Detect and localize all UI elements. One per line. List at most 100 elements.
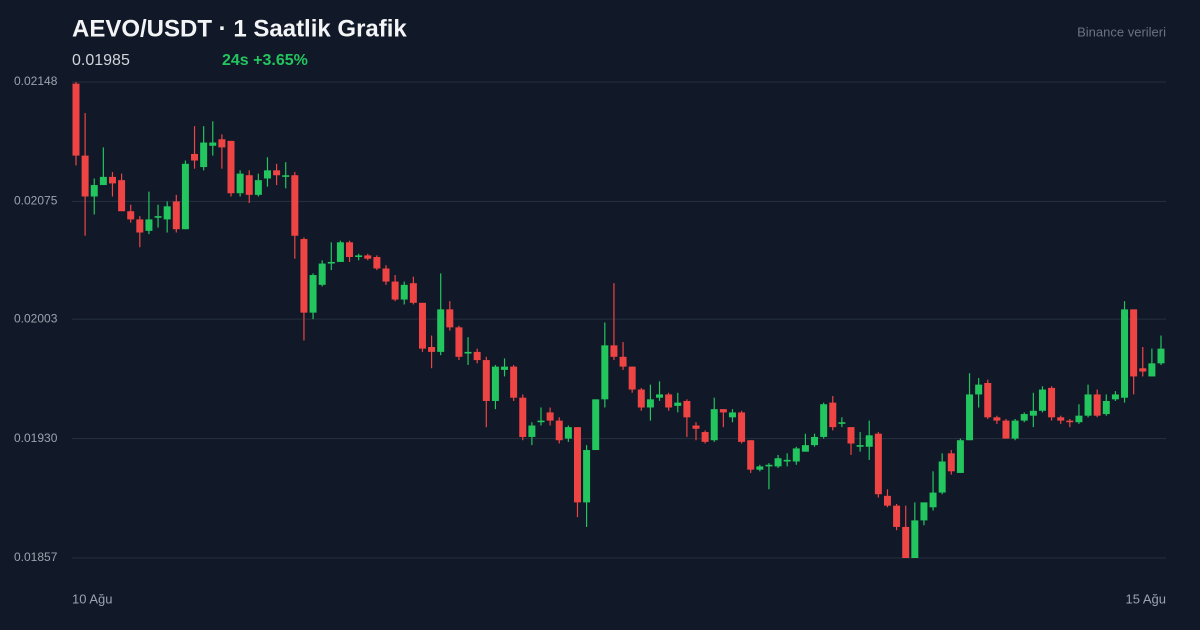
candle-body [801, 445, 809, 452]
candle-body [984, 382, 992, 418]
candle-body [975, 384, 983, 395]
price: 0.01985 [72, 52, 130, 69]
candle-body [1048, 387, 1056, 418]
candle-body [874, 433, 882, 495]
candle-body [482, 360, 490, 401]
candle-body [993, 417, 1001, 421]
candle-body [428, 346, 436, 352]
candle-body [1111, 394, 1119, 400]
candle-body [510, 366, 518, 398]
candle-body [1121, 309, 1129, 398]
candle-body [172, 201, 180, 230]
candle-body [72, 83, 80, 156]
candle-body [537, 420, 545, 423]
candle-body [646, 399, 654, 408]
candle-body [181, 163, 189, 230]
candle-body [747, 440, 755, 470]
candle-body [1093, 394, 1101, 416]
candle-body [929, 492, 937, 508]
candle-body [583, 450, 591, 503]
candle-body [710, 409, 718, 441]
candle-body [555, 420, 563, 441]
candle-body [1029, 410, 1037, 416]
candle-body [610, 345, 618, 357]
candle-body [1148, 363, 1156, 377]
candle-body [373, 257, 381, 269]
candle-body [108, 176, 116, 184]
candle-body [455, 327, 463, 357]
candle-body [920, 502, 928, 521]
candle-body [674, 402, 682, 406]
candle-body [391, 281, 399, 300]
candle-body [701, 432, 709, 442]
candle-body [382, 268, 390, 282]
candle-body [1084, 394, 1092, 416]
candle-body [947, 453, 955, 472]
candle-body [528, 425, 536, 437]
candle-body [1139, 368, 1147, 372]
candle-body [163, 206, 171, 220]
candle-body [847, 427, 855, 444]
y-tick-label: 0.02075 [14, 194, 58, 208]
candle-body [200, 142, 208, 168]
candle-body [209, 142, 217, 146]
candle-body [564, 427, 572, 439]
candle-body [573, 427, 581, 503]
candle-body [1011, 420, 1019, 439]
candle-body [728, 412, 736, 418]
candle-body [254, 180, 262, 195]
candle-body [136, 219, 144, 233]
candle-body [309, 275, 317, 313]
y-tick-label: 0.01857 [14, 550, 58, 564]
candle-body [756, 466, 764, 470]
change: 24s +3.65% [222, 52, 308, 69]
chart-title: AEVO/USDT · 1 Saatlik Grafik [72, 15, 407, 42]
candle-body [637, 389, 645, 408]
candle-body [829, 402, 837, 428]
candle-body [683, 400, 691, 418]
candle-body [90, 185, 98, 197]
candle-body [236, 173, 244, 194]
candle-body [665, 394, 673, 408]
candle-body [282, 175, 290, 177]
candle-body [656, 394, 664, 398]
candle-body [628, 366, 636, 390]
candle-body [300, 239, 308, 313]
candle-body [692, 425, 700, 429]
candle-body [346, 242, 354, 258]
candle-body [263, 170, 271, 179]
candle-body [99, 176, 107, 186]
candle-body [893, 505, 901, 527]
candle-body [491, 366, 499, 401]
candle-body [501, 366, 509, 370]
candle-body [938, 461, 946, 493]
candle-body [327, 261, 335, 264]
candle-body [291, 175, 299, 236]
candle-body [774, 458, 782, 467]
candle-body [355, 255, 363, 258]
candle-body [145, 219, 153, 231]
candle-body [118, 180, 126, 212]
candle-body [336, 242, 344, 262]
candle-body [1066, 420, 1074, 423]
source: Binance verileri [1077, 24, 1166, 39]
candle-body [765, 464, 773, 467]
candle-body [245, 175, 253, 195]
candle-body [738, 412, 746, 442]
candle-body [154, 216, 162, 218]
candle-body [191, 153, 199, 161]
candle-body [418, 302, 426, 349]
candle-body [1057, 417, 1065, 421]
candle-body [464, 351, 472, 354]
candle-body [273, 170, 281, 176]
candle-body [1020, 414, 1028, 421]
candle-body [473, 351, 481, 361]
candle-body [81, 155, 89, 197]
candle-body [437, 309, 445, 352]
candle-body [820, 404, 828, 437]
x-tick-label: 15 Ağu [1126, 591, 1167, 606]
candle-body [364, 255, 372, 259]
candle-body [911, 520, 919, 558]
